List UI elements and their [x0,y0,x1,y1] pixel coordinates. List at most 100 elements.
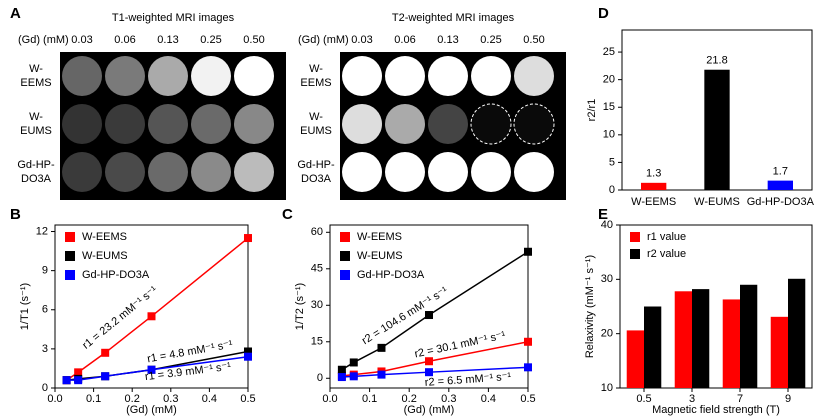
bar [722,299,740,388]
y-axis-title: r2/r1 [586,99,598,122]
phantom [385,104,425,144]
concentration-label: 0.06 [394,34,415,46]
legend-label: Gd-HP-DO3A [82,269,150,281]
marker [244,347,252,356]
x-tick-label: 0.0 [322,393,337,405]
value-label: 1.3 [646,168,661,180]
legend-swatch [340,251,350,261]
x-tick-label: 0.1 [86,393,101,405]
x-tick-label: Gd-HP-DO3A [747,196,815,208]
plot-frame [619,224,813,389]
phantom [62,152,102,192]
legend-label: W-EUMS [82,250,128,262]
x-axis-title: (Gd) (mM) [404,404,455,416]
x-tick-label: 0.3 [441,393,456,405]
marker [62,376,71,385]
sample-label: EUMS [300,125,332,137]
sample-label: EUMS [20,125,52,137]
y-tick-label: 45 [311,263,323,275]
phantom [514,56,554,96]
x-tick-label: 0.2 [402,393,417,405]
legend-label: r1 value [647,231,686,243]
y-tick-label: 5 [609,156,615,168]
sample-label: W- [309,63,323,75]
phantom [428,56,468,96]
phantom [342,104,382,144]
x-tick-label: W-EEMS [631,196,676,208]
phantom [148,152,188,192]
plot-frame [329,224,529,389]
legend-swatch [65,251,75,261]
panel-label: E [598,206,608,223]
marker [524,363,532,372]
phantom [428,152,468,192]
legend-swatch [340,232,350,242]
phantom [234,152,274,192]
x-tick-label: 0.3 [163,393,178,405]
y-tick-label: 12 [36,225,48,237]
annotation: r2 = 104.6 mM⁻¹ s⁻¹ [360,285,450,348]
y-tick-label: 25 [603,46,615,58]
x-tick-label: 0.4 [202,393,217,405]
sample-label: DO3A [21,173,52,185]
marker [337,365,346,374]
x-tick-label: 0.2 [125,393,140,405]
bar [641,182,667,190]
value-label: 21.8 [706,55,727,67]
phantom [191,104,231,144]
marker [101,372,110,381]
y-axis-title: 1/T1 (s⁻¹) [19,283,31,330]
sample-label: Gd-HP- [17,159,55,171]
marker [425,357,433,366]
phantom [471,56,511,96]
phantom [342,56,382,96]
x-tick-label: 0.4 [481,393,496,405]
marker [147,312,156,321]
y-tick-label: 20 [601,328,613,340]
phantom [514,152,554,192]
bar [644,306,662,388]
y-tick-label: 6 [42,304,48,316]
phantom [105,152,145,192]
y-tick-label: 20 [603,74,615,86]
x-tick-label: 7 [737,393,743,405]
phantom [148,56,188,96]
marker [524,337,532,346]
phantom [470,103,512,145]
mri-images [60,52,566,200]
y-tick-label: 9 [42,265,48,277]
concentration-label: 0.03 [71,34,92,46]
concentration-label: 0.13 [157,34,178,46]
concentration-label: 0.25 [480,34,501,46]
legend-label: W-EEMS [82,231,127,243]
y-tick-label: 40 [601,219,613,231]
y-tick-label: 30 [601,273,613,285]
t2-phantoms [342,56,555,192]
x-tick-label: 0.5 [520,393,535,405]
y-tick-label: 10 [603,129,615,141]
marker [349,372,358,381]
marker [74,368,83,377]
unit-label: (Gd) (mM) [18,34,69,46]
marker [425,311,433,320]
panel-label: D [598,5,609,22]
sample-label: W- [309,111,323,123]
phantom [191,56,231,96]
phantom [385,152,425,192]
x-tick-label: 9 [785,393,791,405]
concentration-label: 0.13 [437,34,458,46]
marker [377,370,386,379]
phantom [234,104,274,144]
y-tick-label: 15 [603,101,615,113]
concentration-label: 0.03 [351,34,372,46]
phantom [148,104,188,144]
y-axis-title: 1/T2 (s⁻¹) [294,283,306,330]
phantom [428,104,468,144]
phantom [191,152,231,192]
phantom [471,152,511,192]
legend-swatch [630,232,640,242]
sample-label: EEMS [300,77,331,89]
annotation: r1 = 3.9 mM⁻¹ s⁻¹ [144,361,232,383]
phantom [105,56,145,96]
